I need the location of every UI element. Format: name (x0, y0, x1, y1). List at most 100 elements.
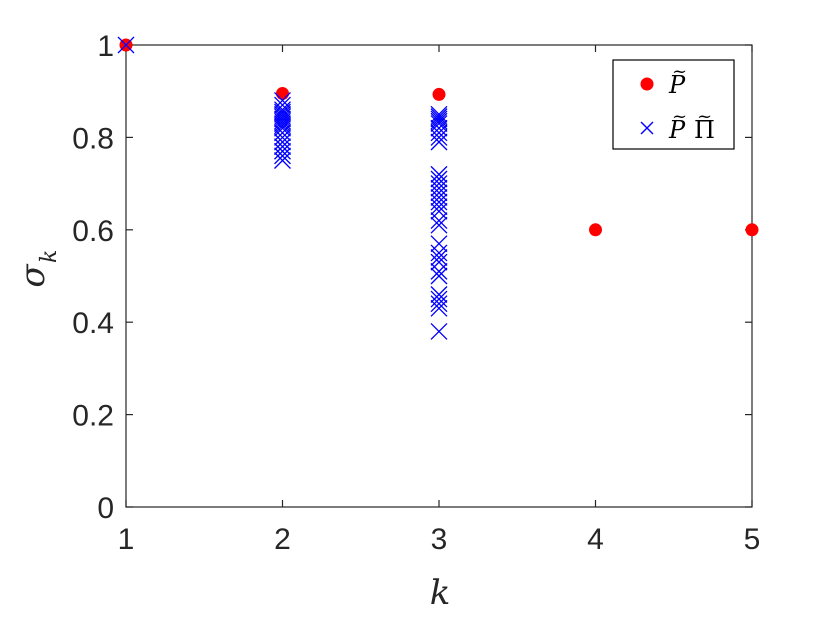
legend: P ~ P ~ Π ~ (612, 59, 735, 150)
data-point-cross (274, 152, 291, 169)
data-point-cross (274, 147, 291, 165)
legend-marker-p-pi-tilde (640, 121, 654, 135)
x-tick-label: 3 (431, 523, 448, 556)
cross-stroke-b (274, 128, 291, 146)
cross-stroke-b (430, 184, 448, 202)
x-tick-label: 2 (274, 523, 291, 556)
cross-stroke-b (430, 105, 448, 123)
data-point-cross (430, 212, 448, 230)
y-tick-label: 0.2 (72, 400, 114, 433)
cross-stroke-b (274, 142, 291, 160)
cross-stroke-b (274, 119, 291, 137)
cross-stroke-b (430, 189, 448, 206)
data-point-cross (430, 115, 448, 132)
data-point-cross (430, 244, 448, 262)
x-tick-label: 5 (744, 523, 761, 556)
cross-stroke-b (430, 115, 448, 132)
legend-tilde-p2: ~ (672, 106, 687, 127)
legend-box (612, 59, 735, 150)
data-point-cross (430, 133, 448, 151)
cross-stroke-b (274, 147, 291, 165)
cross-stroke-b (430, 286, 448, 303)
x-tick-label: 4 (587, 523, 604, 556)
cross-stroke-b (430, 179, 448, 197)
data-point-cross (274, 133, 291, 151)
cross-stroke-b (430, 295, 448, 313)
cross-stroke-b (274, 124, 291, 142)
data-point-cross (274, 119, 291, 137)
x-tick-label: 1 (118, 523, 135, 556)
data-point-cross (430, 128, 448, 146)
y-tick-label: 1 (97, 30, 114, 63)
data-point-cross (430, 184, 448, 202)
data-point-cross (430, 193, 448, 211)
y-tick-label: 0.8 (72, 122, 114, 155)
cross-stroke-b (430, 202, 448, 220)
data-point-cross (430, 267, 448, 285)
legend-marker-p-tilde (640, 77, 654, 91)
data-point-cross (430, 295, 448, 313)
cross-stroke-b (430, 244, 448, 262)
data-point-cross (430, 179, 448, 197)
cross-stroke-b (430, 267, 448, 285)
legend-entry-p-tilde: P ~ (668, 61, 687, 99)
axes (125, 44, 753, 508)
y-tick-label: 0 (97, 492, 114, 525)
data-point-cross (274, 110, 291, 128)
cross-stroke-b (430, 170, 448, 188)
cross-stroke-b (430, 290, 448, 308)
y-tick-labels: 0 0.2 0.4 0.6 0.8 1 (72, 30, 114, 525)
cross-stroke-b (274, 138, 291, 156)
cross-stroke-b (430, 322, 448, 340)
cross-stroke-b (430, 165, 448, 183)
data-point-cross (430, 175, 448, 193)
data-point-cross (430, 235, 448, 253)
data-point-circle (745, 223, 759, 237)
cross-stroke-b (430, 198, 448, 216)
y-axis-label-main: σ (13, 264, 53, 288)
data-point-cross (274, 138, 291, 156)
data-point-cross (430, 253, 448, 271)
cross-stroke-b (430, 124, 448, 142)
cross-stroke-b (430, 212, 448, 230)
legend-entry-p-pi-tilde: P ~ Π ~ (668, 106, 715, 144)
cross-stroke-b (430, 193, 448, 211)
data-point-cross (430, 299, 448, 317)
cross-stroke-b (430, 299, 448, 317)
cross-stroke-b (430, 175, 448, 193)
cross-stroke-b (430, 128, 448, 146)
y-axis-label-subscript: k (37, 250, 62, 263)
y-axis-label: σ k (13, 250, 62, 288)
cross-stroke-b (117, 36, 135, 54)
legend-tilde-p: ~ (672, 61, 687, 82)
data-point-circle (589, 223, 602, 237)
data-point-cross (430, 198, 448, 216)
data-point-cross (430, 286, 448, 303)
cross-stroke-b (430, 110, 448, 128)
cross-stroke-b (430, 262, 448, 280)
legend-text-p: P (668, 71, 686, 99)
data-point-cross (274, 124, 291, 142)
data-point-cross (430, 170, 448, 188)
data-point-circle (432, 87, 446, 101)
cross-stroke-b (274, 152, 291, 169)
data-point-circle (276, 87, 289, 101)
cross-stroke-b (274, 133, 291, 151)
cross-stroke-b (430, 253, 448, 271)
cross-stroke-b (430, 235, 448, 253)
data-point-cross (430, 189, 448, 206)
data-point-cross (274, 142, 291, 160)
data-point-cross (430, 216, 448, 234)
y-tick-label: 0.4 (72, 307, 114, 340)
x-tick-labels: 1 2 3 4 5 (118, 523, 761, 556)
data-point-cross (117, 36, 135, 54)
data-point-cross (274, 115, 291, 132)
data-point-cross (430, 322, 448, 340)
data-point-cross (430, 249, 448, 266)
y-tick-label: 0.6 (72, 215, 114, 248)
data-point-cross (430, 119, 448, 137)
cross-stroke-b (274, 110, 291, 128)
data-point-cross (274, 128, 291, 146)
data-marks (117, 36, 759, 340)
